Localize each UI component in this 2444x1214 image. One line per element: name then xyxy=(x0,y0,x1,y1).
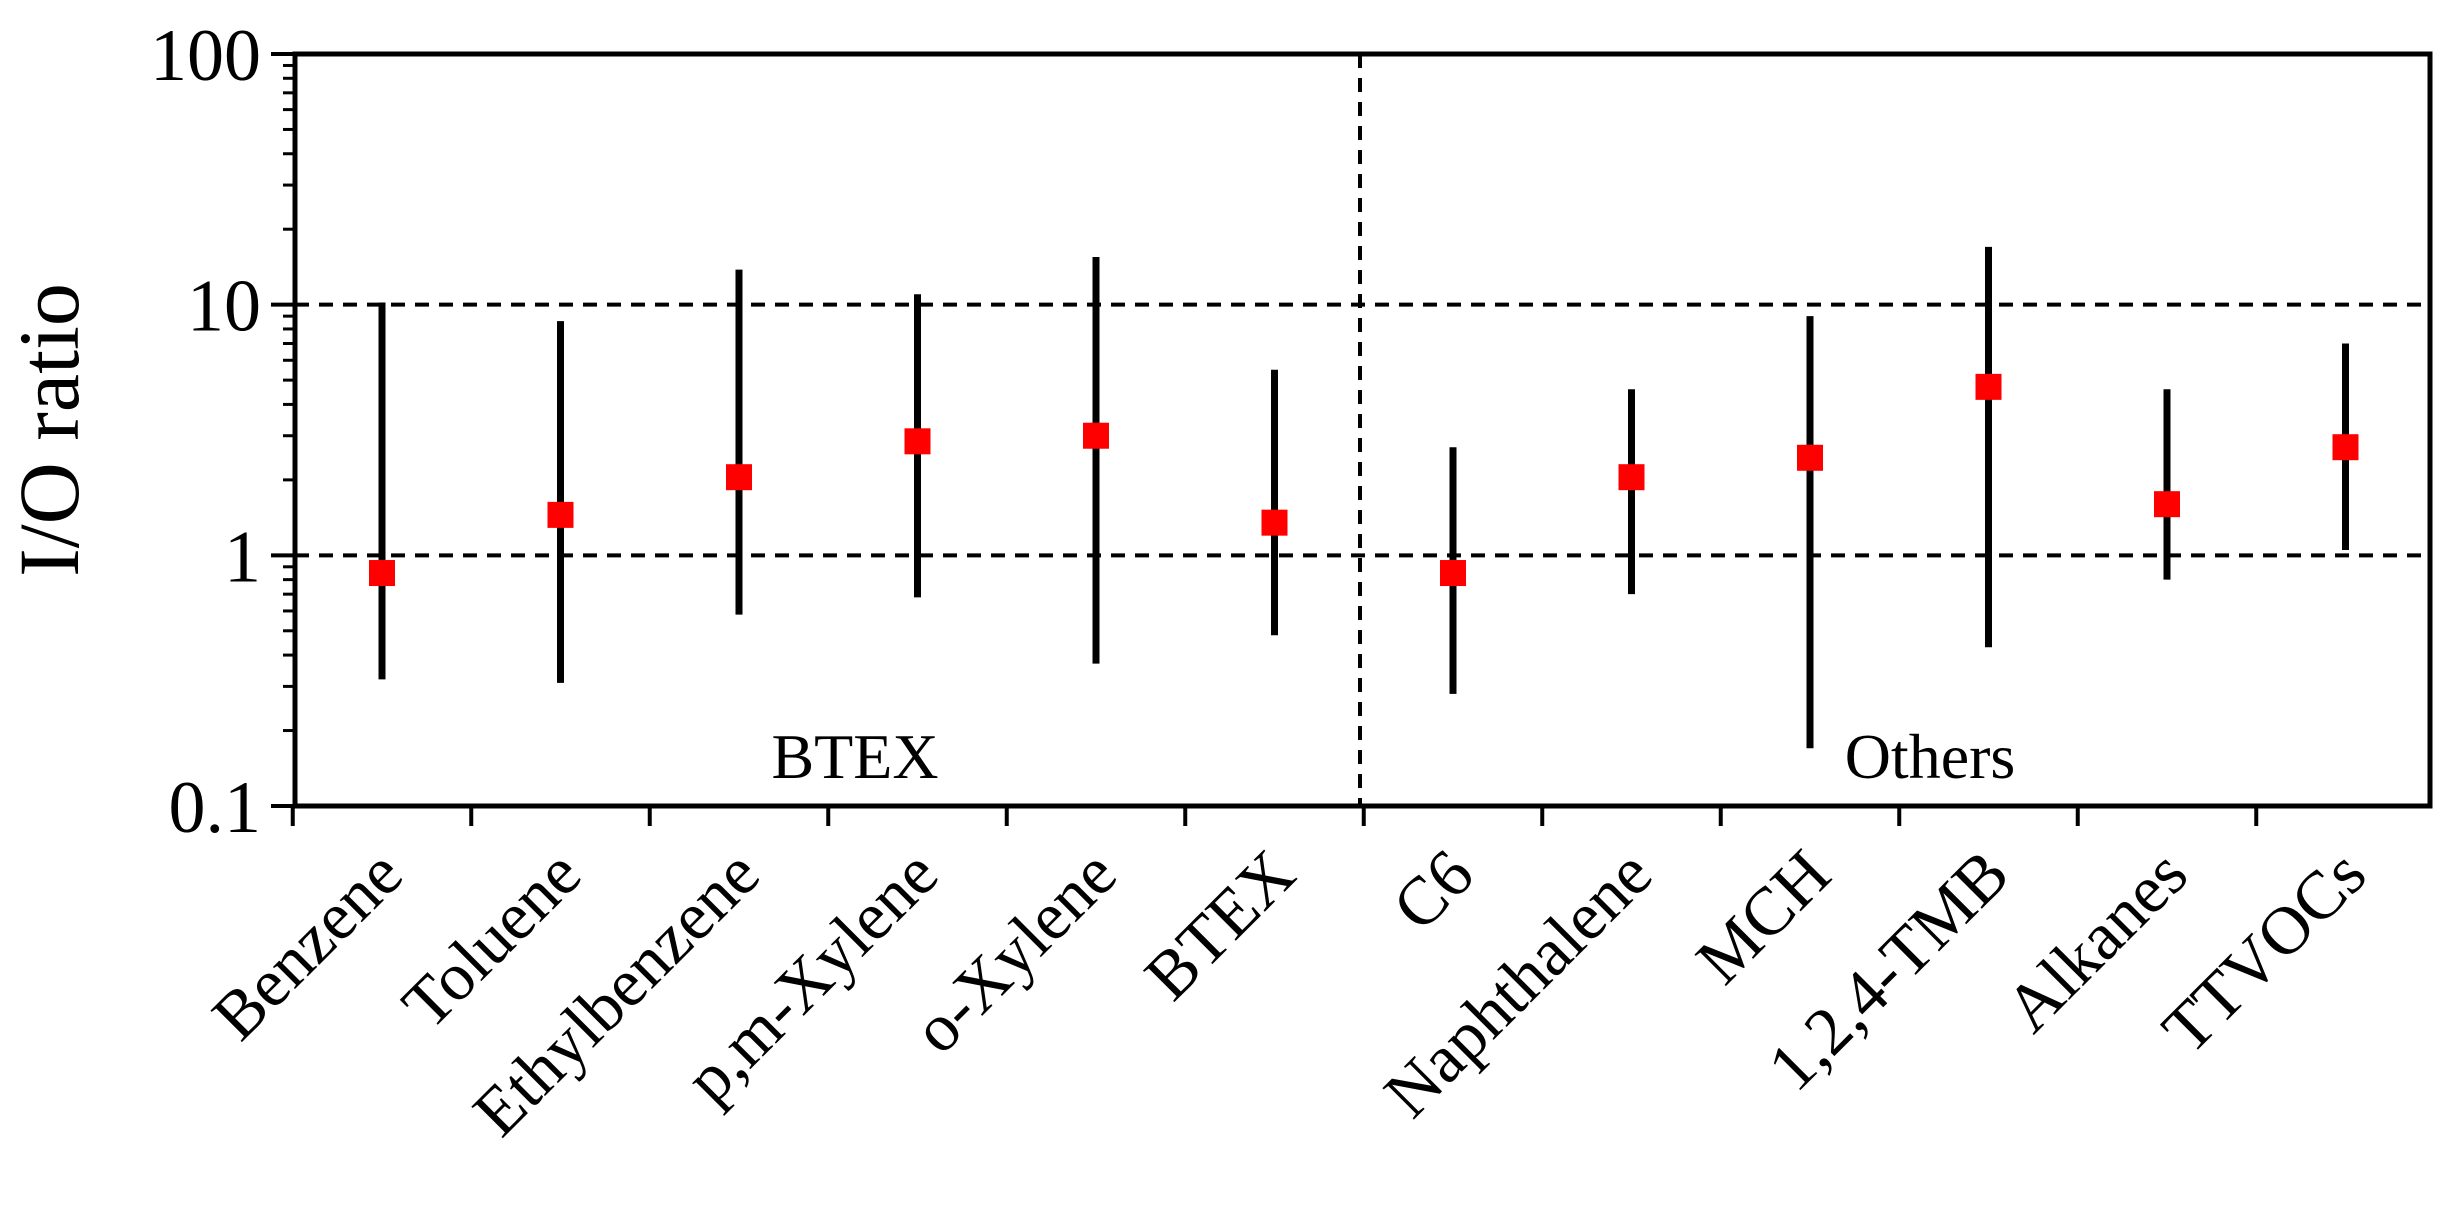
category-label: BTEX xyxy=(1130,835,1309,1014)
center-marker xyxy=(1440,560,1466,587)
center-marker xyxy=(1618,464,1645,491)
category-labels: BenzeneTolueneEthylbenzenep,m-Xyleneo-Xy… xyxy=(197,835,2380,1150)
y-tick-label: 100 xyxy=(150,15,261,97)
center-marker xyxy=(1083,422,1109,449)
category-label: MCH xyxy=(1681,835,1844,998)
center-marker xyxy=(1261,509,1288,536)
category-label: C6 xyxy=(1378,835,1488,945)
category-label: Benzene xyxy=(197,835,416,1054)
x-axis-ticks xyxy=(290,806,2259,826)
center-marker xyxy=(1797,444,1823,471)
group-label-btex: BTEX xyxy=(771,721,938,792)
y-axis-ticks: 0.1 1 10 100 xyxy=(150,15,295,849)
reference-lines xyxy=(295,302,2430,558)
range-lines xyxy=(378,246,2349,749)
group-label-others: Others xyxy=(1845,721,2016,792)
center-marker xyxy=(2332,434,2359,461)
center-markers xyxy=(369,373,2359,587)
y-axis-label: I/O ratio xyxy=(1,283,97,577)
center-marker xyxy=(904,428,931,455)
center-marker xyxy=(2154,491,2180,518)
center-marker xyxy=(369,560,395,587)
y-tick-label: 10 xyxy=(187,266,261,348)
y-tick-label: 0.1 xyxy=(169,767,262,849)
center-marker xyxy=(547,501,574,528)
center-marker xyxy=(1975,373,2002,400)
y-tick-label: 1 xyxy=(224,516,261,598)
plot-frame xyxy=(292,51,2433,809)
center-marker xyxy=(726,464,752,491)
